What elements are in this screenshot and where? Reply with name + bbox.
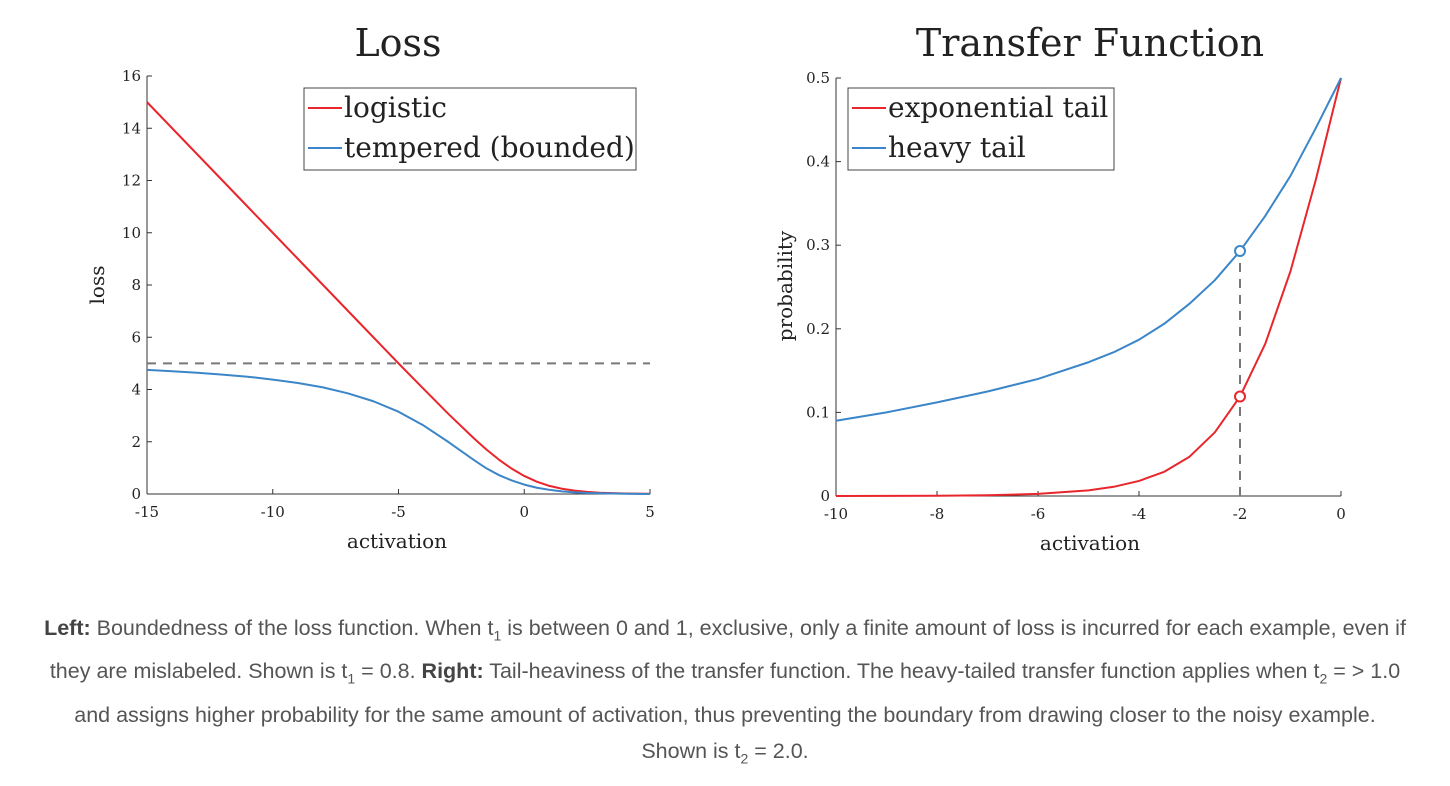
x-tick-label: -10 bbox=[261, 503, 285, 521]
y-tick-label: 0.5 bbox=[806, 69, 830, 87]
x-tick-label: 0 bbox=[519, 503, 529, 521]
legend-box bbox=[847, 87, 1115, 171]
caption-subscript: 2 bbox=[1319, 670, 1328, 687]
x-axis-label: activation bbox=[347, 529, 447, 553]
caption-text: = 2.0. bbox=[748, 738, 809, 763]
x-tick-label: 0 bbox=[1336, 505, 1346, 523]
y-tick-label: 8 bbox=[131, 276, 141, 294]
legend: exponential tail heavy tail bbox=[847, 87, 1115, 171]
x-tick-label: -5 bbox=[391, 503, 406, 521]
y-tick-label: 4 bbox=[131, 381, 141, 399]
y-axis-label: probability bbox=[773, 230, 797, 341]
legend-box bbox=[303, 87, 637, 171]
legend-label-tempered: tempered (bounded) bbox=[344, 131, 635, 164]
y-tick-label: 14 bbox=[122, 119, 141, 137]
series-line-exponential-tail bbox=[835, 77, 1342, 497]
x-tick-label: -15 bbox=[135, 503, 159, 521]
y-tick-label: 0 bbox=[131, 485, 141, 503]
y-tick-label: 0.1 bbox=[806, 403, 830, 421]
y-tick-label: 16 bbox=[122, 67, 141, 85]
y-tick-label: 0 bbox=[820, 487, 830, 505]
y-tick-label: 10 bbox=[122, 224, 141, 242]
y-axis-label: loss bbox=[85, 266, 109, 305]
x-tick-label: -10 bbox=[824, 505, 848, 523]
caption-right-label: Right: bbox=[421, 659, 484, 684]
caption-subscript: 2 bbox=[740, 749, 749, 766]
x-tick-label: -8 bbox=[930, 505, 945, 523]
series-line-tempered-bounded bbox=[146, 368, 651, 495]
series-line-heavy-tail bbox=[835, 77, 1342, 422]
caption-subscript: 1 bbox=[347, 670, 356, 687]
plot-area: -10 -8 -6 -4 -2 0 0 0.1 0.2 0.3 0.4 0.5 bbox=[806, 69, 1346, 523]
y-tick-label: 0.3 bbox=[806, 236, 830, 254]
series-line-logistic bbox=[146, 101, 651, 495]
legend-label-heavy-tail: heavy tail bbox=[888, 131, 1026, 164]
figure-caption: Left: Boundedness of the loss function. … bbox=[40, 610, 1410, 776]
x-tick-label: 5 bbox=[645, 503, 655, 521]
legend-label-logistic: logistic bbox=[344, 91, 447, 124]
caption-text: is between 0 and 1, exclusive, only a fi… bbox=[49, 616, 1406, 684]
x-tick-label: -6 bbox=[1031, 505, 1046, 523]
plot-area: -15 -10 -5 0 5 0 2 4 6 8 10 12 14 16 bbox=[122, 67, 655, 521]
legend-label-exponential-tail: exponential tail bbox=[888, 91, 1108, 124]
x-tick-label: -4 bbox=[1132, 505, 1147, 523]
caption-left-label: Left: bbox=[44, 616, 91, 640]
point-marker-heavy-tail bbox=[1234, 245, 1246, 258]
caption-text: Boundedness of the loss function. When t bbox=[90, 616, 494, 640]
y-tick-label: 12 bbox=[122, 172, 141, 190]
x-tick-label: -2 bbox=[1233, 505, 1248, 523]
caption-text: = > 1.0 and assigns higher probability f… bbox=[74, 659, 1401, 763]
chart-title: Loss bbox=[354, 21, 441, 65]
chart-title: Transfer Function bbox=[916, 21, 1264, 65]
y-tick-label: 0.2 bbox=[806, 320, 830, 338]
caption-text: Tail-heaviness of the transfer function.… bbox=[483, 659, 1320, 684]
transfer-function-chart: Transfer Function -10 -8 -6 -4 -2 0 0 0.1 0.2 0.3… bbox=[773, 21, 1346, 555]
y-tick-label: 6 bbox=[131, 328, 141, 346]
caption-text: = 0.8. bbox=[355, 659, 422, 684]
y-tick-label: 0.4 bbox=[806, 153, 830, 171]
caption-subscript: 1 bbox=[493, 627, 502, 644]
point-marker-exponential-tail bbox=[1234, 390, 1246, 403]
x-axis-label: activation bbox=[1040, 531, 1140, 555]
y-tick-label: 2 bbox=[131, 433, 141, 451]
legend: logistic tempered (bounded) bbox=[303, 87, 637, 171]
